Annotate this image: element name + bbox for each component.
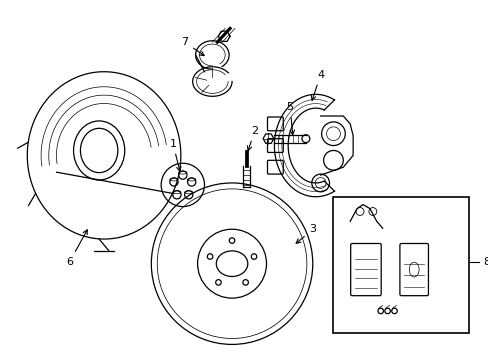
- Text: 5: 5: [286, 102, 294, 135]
- Text: 2: 2: [247, 126, 258, 150]
- Bar: [333, 197, 468, 333]
- Text: 4: 4: [311, 69, 324, 100]
- Text: 7: 7: [181, 37, 203, 56]
- Text: 8: 8: [483, 257, 488, 267]
- Text: 3: 3: [296, 224, 316, 243]
- Text: 1: 1: [169, 139, 181, 171]
- Text: 6: 6: [66, 230, 87, 267]
